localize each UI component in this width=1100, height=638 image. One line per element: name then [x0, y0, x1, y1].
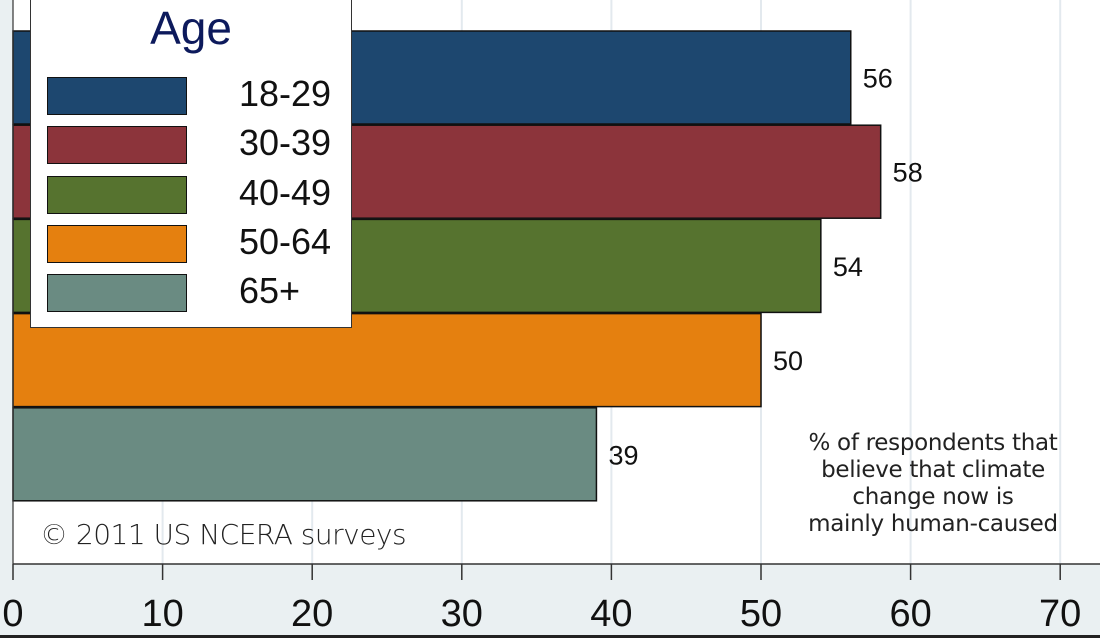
x-tick-label: 50 [740, 593, 782, 635]
legend-swatch [47, 175, 187, 214]
x-tick-label: 10 [141, 593, 183, 635]
x-tick-label: 0 [2, 593, 23, 635]
legend-item: 40-49 [47, 171, 347, 218]
x-tick-label: 20 [291, 593, 333, 635]
data-label: 56 [863, 64, 893, 94]
legend-item: 18-29 [47, 73, 347, 119]
bar-50-64 [12, 312, 762, 408]
annotation-line: believe that climate [821, 457, 1045, 483]
legend-label: 50-64 [239, 220, 332, 262]
legend: Age 18-29 30-39 40-49 50-64 65+ [30, 0, 352, 328]
x-tick-label: 40 [590, 593, 632, 635]
legend-swatch [47, 77, 187, 115]
annotation-line: mainly human-caused [808, 511, 1058, 537]
frame-border [0, 635, 1100, 638]
legend-label: 30-39 [239, 122, 332, 164]
data-label: 54 [833, 252, 863, 282]
annotation-line: change now is [852, 484, 1014, 510]
bar-65+ [12, 407, 598, 502]
annotation-line: % of respondents that [808, 430, 1058, 456]
x-tick-label: 30 [441, 593, 483, 635]
data-label: 58 [893, 158, 923, 188]
chart-annotation: % of respondents that believe that clima… [770, 430, 1096, 538]
copyright-credit: © 2011 US NCERA surveys [40, 518, 407, 551]
x-tick-label: 70 [1039, 593, 1081, 635]
legend-label: 65+ [239, 270, 301, 312]
legend-label: 18-29 [239, 73, 332, 114]
legend-swatch [47, 126, 187, 165]
legend-item: 50-64 [47, 220, 347, 267]
legend-label: 40-49 [239, 171, 332, 213]
data-label: 39 [608, 440, 638, 470]
legend-item: 65+ [47, 270, 347, 316]
legend-swatch [47, 274, 187, 313]
legend-title: Age [150, 2, 232, 54]
legend-item: 30-39 [47, 122, 347, 168]
data-label: 50 [773, 346, 803, 376]
legend-swatch [47, 224, 187, 263]
x-tick-label: 60 [889, 593, 931, 635]
